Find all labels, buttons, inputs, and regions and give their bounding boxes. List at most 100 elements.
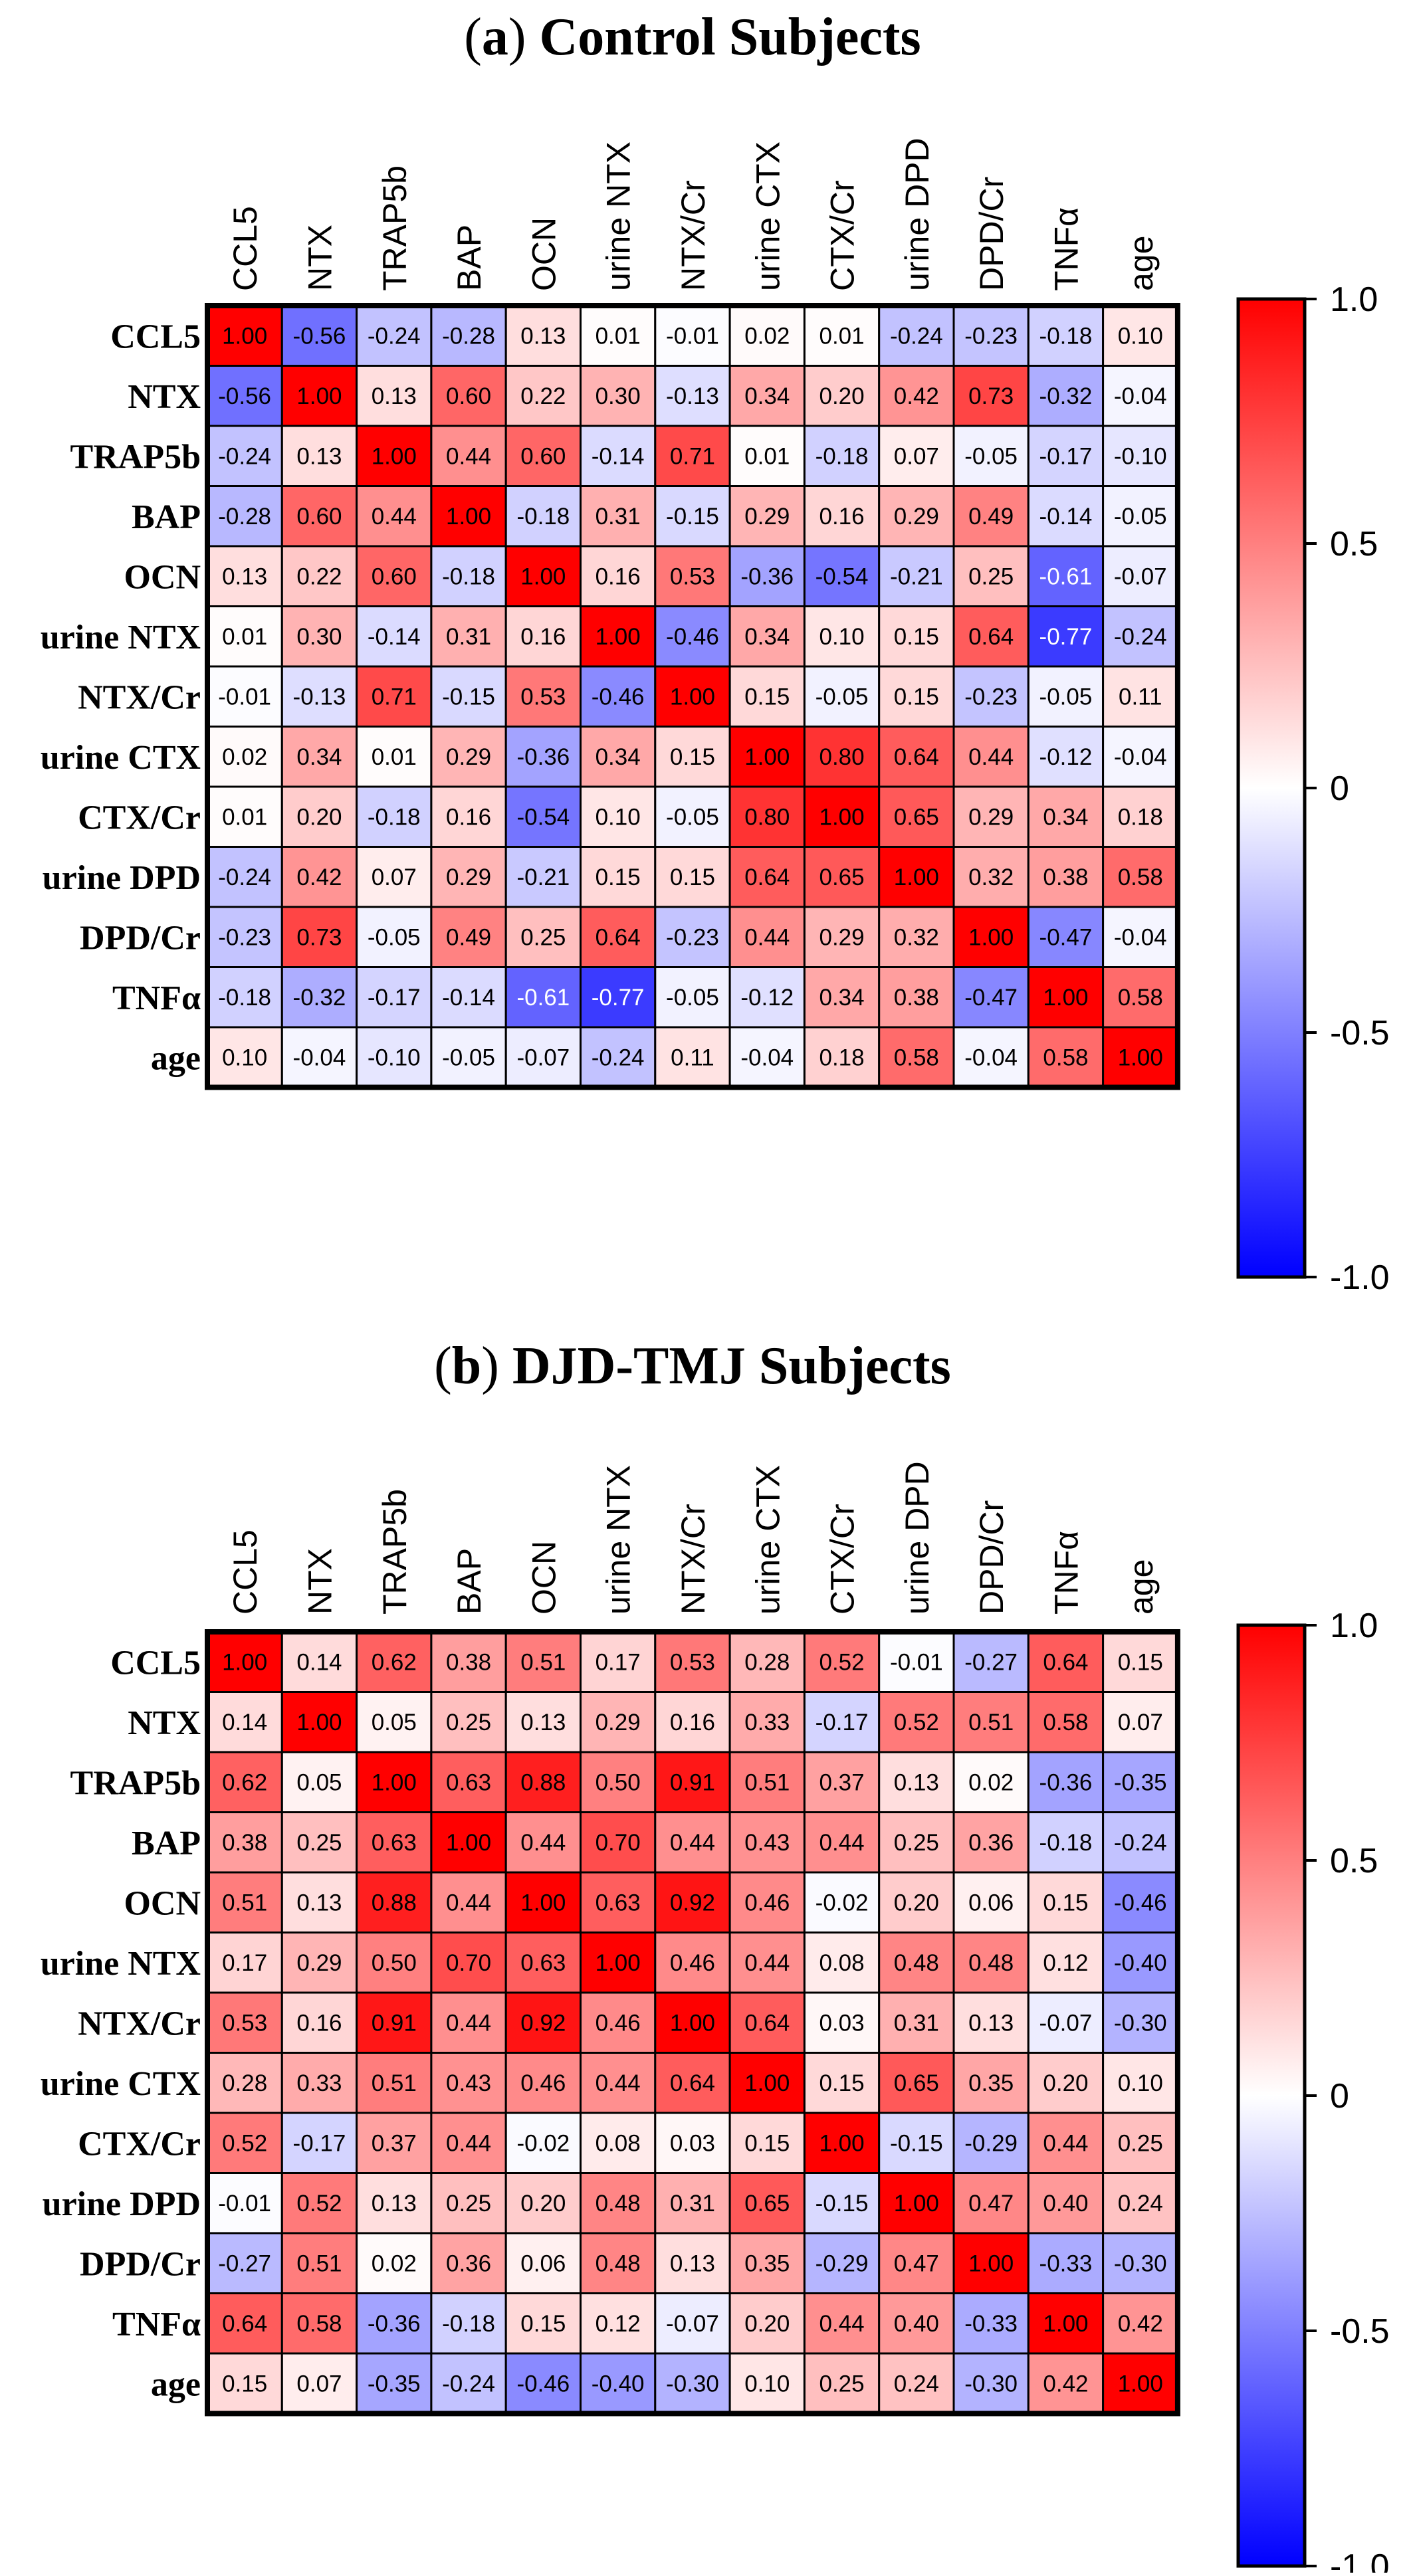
- cell-value: 0.02: [372, 2250, 417, 2276]
- cell-value: 0.34: [744, 383, 790, 409]
- cell-value: 0.36: [968, 1830, 1014, 1856]
- heatmap-cell: [654, 1631, 731, 1693]
- row-label: urine DPD: [43, 859, 201, 897]
- cell-value: 0.29: [596, 1710, 641, 1735]
- heatmap-cell: [654, 1991, 731, 2054]
- cell-value: 0.16: [819, 504, 864, 530]
- heatmap-cell: [580, 1991, 657, 2054]
- row-label: CCL5: [110, 318, 201, 355]
- cell-value: 1.00: [968, 2250, 1014, 2276]
- cell-value: 0.34: [744, 624, 790, 650]
- cell-value: -0.07: [516, 1044, 570, 1070]
- cell-value: 1.00: [670, 2010, 715, 2036]
- heatmap-cell: [952, 726, 1030, 788]
- cell-value: -0.15: [890, 2130, 943, 2156]
- heatmap-cell: [1027, 1932, 1105, 1994]
- cell-value: 0.35: [744, 2250, 790, 2276]
- cell-value: -0.36: [516, 744, 570, 770]
- cell-value: 0.88: [372, 1890, 417, 1916]
- cell-value: -0.13: [666, 383, 719, 409]
- heatmap-cell: [952, 846, 1030, 908]
- cell-value: 0.44: [520, 1830, 566, 1856]
- panel-label: (: [464, 8, 482, 66]
- cell-value: -0.24: [218, 864, 271, 890]
- cell-value: 0.92: [670, 1890, 715, 1916]
- cell-value: -0.15: [815, 2191, 869, 2217]
- cell-value: 0.31: [596, 504, 641, 530]
- cell-value: -0.33: [964, 2311, 1018, 2337]
- heatmap-cell: [952, 605, 1030, 668]
- heatmap-cell: [803, 545, 881, 607]
- cell-value: 0.13: [222, 563, 267, 589]
- cell-value: 0.44: [670, 1830, 715, 1856]
- heatmap-cell: [280, 1691, 358, 1753]
- column-label: NTX: [301, 1548, 338, 1615]
- cell-value: 1.00: [968, 924, 1014, 950]
- heatmap-cell: [430, 365, 507, 427]
- cell-value: 0.58: [1043, 1044, 1088, 1070]
- heatmap-cell: [1102, 906, 1179, 968]
- heatmap-cell: [356, 2292, 433, 2355]
- heatmap-cell: [728, 966, 806, 1029]
- heatmap-cell: [952, 1871, 1030, 1933]
- cell-value: 0.64: [968, 624, 1014, 650]
- cell-value: 0.38: [222, 1830, 267, 1856]
- heatmap-cell: [952, 485, 1030, 547]
- row-label: urine NTX: [41, 619, 201, 656]
- title-text: DJD-TMJ Subjects: [512, 1337, 951, 1395]
- colorbar-tick-label: -1.0: [1330, 2547, 1390, 2573]
- heatmap-cell: [1102, 665, 1179, 728]
- heatmap-cell: [504, 1751, 582, 1813]
- heatmap-cell: [1102, 2052, 1179, 2114]
- cell-value: -0.29: [964, 2130, 1018, 2156]
- cell-value: 0.14: [222, 1710, 267, 1735]
- cell-value: 0.13: [670, 2250, 715, 2276]
- cell-value: 0.13: [296, 1890, 342, 1916]
- heatmap-cell: [878, 605, 955, 668]
- cell-value: -0.28: [218, 504, 271, 530]
- heatmap-cell: [952, 785, 1030, 848]
- cell-value: -0.07: [1114, 563, 1167, 589]
- cell-value: 1.00: [596, 624, 641, 650]
- cell-value: 0.42: [1118, 2311, 1163, 2337]
- cell-value: 1.00: [894, 864, 939, 890]
- heatmap-cell: [504, 1691, 582, 1753]
- cell-value: 0.46: [670, 1950, 715, 1976]
- heatmap-cell: [878, 425, 955, 487]
- heatmap-cell: [654, 1811, 731, 1874]
- cell-value: 0.05: [372, 1710, 417, 1735]
- cell-value: -0.12: [1039, 744, 1093, 770]
- heatmap-cell: [206, 665, 283, 728]
- cell-value: 0.13: [296, 443, 342, 469]
- row-label: NTX: [128, 378, 201, 416]
- cell-value: -0.14: [592, 443, 645, 469]
- cell-value: 0.88: [520, 1769, 566, 1795]
- heatmap-cell: [952, 1751, 1030, 1813]
- cell-value: 0.63: [520, 1950, 566, 1976]
- cell-value: -0.02: [815, 1890, 869, 1916]
- cell-value: 0.11: [1119, 684, 1162, 710]
- cell-value: -0.05: [368, 924, 421, 950]
- colorbar-tick-label: 1.0: [1330, 1607, 1378, 1645]
- cell-value: 0.15: [1118, 1649, 1163, 1675]
- cell-value: -0.36: [740, 563, 794, 589]
- cell-value: 0.08: [596, 2130, 641, 2156]
- column-label: CTX/Cr: [824, 180, 861, 291]
- cell-value: -0.40: [592, 2371, 645, 2397]
- cell-value: 0.64: [670, 2070, 715, 2096]
- cell-value: 0.70: [596, 1830, 641, 1856]
- heatmap-cell: [1027, 2112, 1105, 2174]
- row-label: urine DPD: [43, 2185, 201, 2223]
- heatmap-cell: [654, 1691, 731, 1753]
- cell-value: 0.02: [968, 1769, 1014, 1795]
- cell-value: 0.44: [596, 2070, 641, 2096]
- cell-value: 0.52: [819, 1649, 864, 1675]
- heatmap-cell: [206, 1991, 283, 2054]
- cell-value: 0.17: [596, 1649, 641, 1675]
- cell-value: 0.15: [894, 624, 939, 650]
- cell-value: 0.28: [744, 1649, 790, 1675]
- column-label: urine CTX: [749, 142, 786, 291]
- heatmap-cell: [1102, 1871, 1179, 1933]
- heatmap-cell: [280, 304, 358, 367]
- cell-value: 0.38: [1043, 864, 1088, 890]
